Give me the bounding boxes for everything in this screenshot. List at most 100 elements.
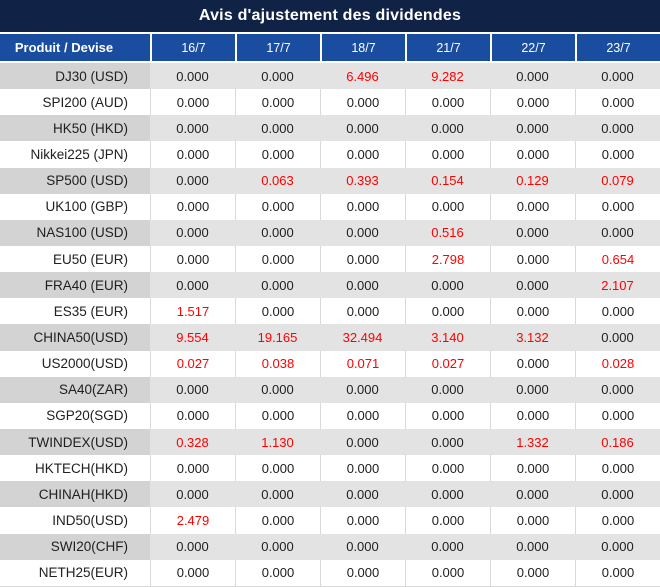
column-header-date-3: 21/7 bbox=[405, 34, 490, 61]
table-row: TWINDEX(USD) 0.328 1.130 0.000 0.000 1.332 0.1… bbox=[0, 428, 660, 456]
dividend-value: 0.000 bbox=[575, 193, 660, 220]
product-label: EU50 (EUR) bbox=[52, 251, 128, 267]
product-label: SPI200 (AUD) bbox=[42, 94, 128, 110]
dividend-value: 0.000 bbox=[235, 559, 320, 586]
table-row: SPI200 (AUD) 0.000 0.000 0.000 0.000 0.000 0.0… bbox=[0, 89, 660, 116]
dividend-value: 0.000 bbox=[490, 89, 575, 116]
table-row: DJ30 (USD) 0.000 0.000 6.496 9.282 0.000 0.000 bbox=[0, 63, 660, 90]
product-label: HK50 (HKD) bbox=[0, 115, 150, 142]
product-label: SP500 (USD) bbox=[0, 167, 150, 194]
dividend-value: 0.000 bbox=[490, 63, 575, 90]
dividend-value: 0.071 bbox=[320, 350, 405, 377]
dividend-value: 0.000 bbox=[405, 141, 490, 168]
dividend-value: 0.000 bbox=[575, 141, 660, 168]
dividend-value: 0.000 bbox=[490, 298, 575, 325]
dividend-value: 32.494 bbox=[320, 324, 405, 351]
dividend-value: 1.332 bbox=[490, 428, 575, 456]
dividend-value: 0.027 bbox=[405, 350, 490, 377]
dividend-value: 0.000 bbox=[575, 402, 660, 429]
page-title: Avis d'ajustement des dividendes bbox=[0, 0, 660, 32]
product-label: UK100 (GBP) bbox=[45, 199, 128, 215]
dividend-value: 0.654 bbox=[575, 245, 660, 273]
dividend-value: 0.079 bbox=[575, 167, 660, 194]
dividend-value: 0.000 bbox=[405, 115, 490, 142]
table-row: NETH25(EUR) 0.000 0.000 0.000 0.000 0.000 0.00… bbox=[0, 559, 660, 586]
dividend-value: 0.000 bbox=[320, 481, 405, 508]
dividend-value: 0.000 bbox=[150, 193, 235, 220]
dividend-value: 0.000 bbox=[320, 559, 405, 586]
dividend-value: 0.000 bbox=[320, 193, 405, 220]
dividend-value: 0.000 bbox=[575, 115, 660, 142]
dividend-value: 0.000 bbox=[320, 376, 405, 403]
table-row: NAS100 (USD) 0.000 0.000 0.000 0.516 0.000 0.0… bbox=[0, 219, 660, 246]
dividend-value: 0.000 bbox=[235, 481, 320, 508]
dividend-value: 0.000 bbox=[575, 481, 660, 508]
dividend-value: 0.000 bbox=[235, 455, 320, 482]
dividend-value: 0.000 bbox=[405, 272, 490, 299]
table-row: FRA40 (EUR) 0.000 0.000 0.000 0.000 0.000 2.10… bbox=[0, 272, 660, 299]
dividend-value: 0.000 bbox=[490, 507, 575, 534]
dividend-value: 0.027 bbox=[150, 350, 235, 377]
dividend-value: 0.000 bbox=[235, 402, 320, 429]
table-rows: DJ30 (USD) 0.000 0.000 6.496 9.282 0.000 0.000… bbox=[0, 63, 660, 586]
dividend-value: 0.000 bbox=[575, 63, 660, 90]
dividend-value: 0.063 bbox=[235, 167, 320, 194]
product-label: HKTECH(HKD) bbox=[35, 460, 128, 476]
product-label: Nikkei225 (JPN) bbox=[30, 146, 128, 162]
product-label: NETH25(EUR) bbox=[38, 565, 128, 581]
dividend-value: 0.000 bbox=[235, 219, 320, 246]
table-row: SWI20(CHF) 0.000 0.000 0.000 0.000 0.000 0.000 bbox=[0, 533, 660, 560]
table-header-row: Produit / Devise 16/7 17/7 18/7 21/7 22/7 23/… bbox=[0, 34, 660, 61]
dividend-value: 0.000 bbox=[235, 141, 320, 168]
dividend-value: 0.000 bbox=[490, 402, 575, 429]
dividend-value: 0.000 bbox=[320, 428, 405, 456]
product-label: NAS100 (USD) bbox=[0, 219, 150, 246]
column-header-date-1: 17/7 bbox=[235, 34, 320, 61]
dividend-value: 0.000 bbox=[150, 402, 235, 429]
dividend-value: 0.000 bbox=[150, 481, 235, 508]
column-header-date-0: 16/7 bbox=[150, 34, 235, 61]
dividend-value: 0.000 bbox=[575, 219, 660, 246]
dividend-value: 0.328 bbox=[150, 428, 235, 456]
dividend-value: 0.000 bbox=[575, 376, 660, 403]
dividend-value: 0.000 bbox=[490, 193, 575, 220]
product-label: ES35 (EUR) bbox=[53, 303, 128, 319]
dividend-value: 0.000 bbox=[575, 455, 660, 482]
product-label: SWI20(CHF) bbox=[0, 533, 150, 560]
dividend-value: 3.132 bbox=[490, 324, 575, 351]
dividend-value: 0.000 bbox=[235, 63, 320, 90]
dividends-table: Produit / Devise 16/7 17/7 18/7 21/7 22/7 23/… bbox=[0, 34, 660, 587]
dividend-value: 2.798 bbox=[405, 245, 490, 273]
dividend-value: 1.517 bbox=[150, 298, 235, 325]
product-label: DJ30 (USD) bbox=[0, 63, 150, 90]
dividend-value: 0.000 bbox=[490, 533, 575, 560]
dividend-value: 0.000 bbox=[235, 507, 320, 534]
product-label: CHINA50(USD) bbox=[0, 324, 150, 351]
product-label: CHINAH(HKD) bbox=[0, 481, 150, 508]
dividend-value: 0.000 bbox=[405, 559, 490, 586]
product-label: SGP20(SGD) bbox=[46, 408, 128, 424]
dividend-value: 9.554 bbox=[150, 324, 235, 351]
dividend-value: 0.000 bbox=[490, 272, 575, 299]
dividend-value: 0.000 bbox=[405, 533, 490, 560]
dividend-value: 0.000 bbox=[235, 115, 320, 142]
dividend-value: 0.000 bbox=[320, 89, 405, 116]
dividend-value: 0.000 bbox=[575, 324, 660, 351]
dividend-value: 0.000 bbox=[320, 272, 405, 299]
dividend-value: 0.000 bbox=[150, 245, 235, 273]
dividend-value: 0.000 bbox=[235, 245, 320, 273]
dividend-value: 0.000 bbox=[405, 507, 490, 534]
table-row: SA40(ZAR) 0.000 0.000 0.000 0.000 0.000 0.000 bbox=[0, 376, 660, 403]
dividend-value: 0.000 bbox=[320, 245, 405, 273]
table-row: CHINA50(USD) 9.554 19.165 32.494 3.140 3.132 0… bbox=[0, 324, 660, 351]
product-label: TWINDEX(USD) bbox=[0, 428, 150, 456]
dividend-value: 0.000 bbox=[575, 507, 660, 534]
dividend-value: 0.000 bbox=[150, 115, 235, 142]
table-row: UK100 (GBP) 0.000 0.000 0.000 0.000 0.000 0.00… bbox=[0, 193, 660, 220]
dividend-value: 0.000 bbox=[490, 559, 575, 586]
dividend-value: 0.038 bbox=[235, 350, 320, 377]
table-row: EU50 (EUR) 0.000 0.000 0.000 2.798 0.000 0.654 bbox=[0, 245, 660, 273]
dividend-value: 0.000 bbox=[320, 507, 405, 534]
dividend-value: 0.000 bbox=[150, 141, 235, 168]
